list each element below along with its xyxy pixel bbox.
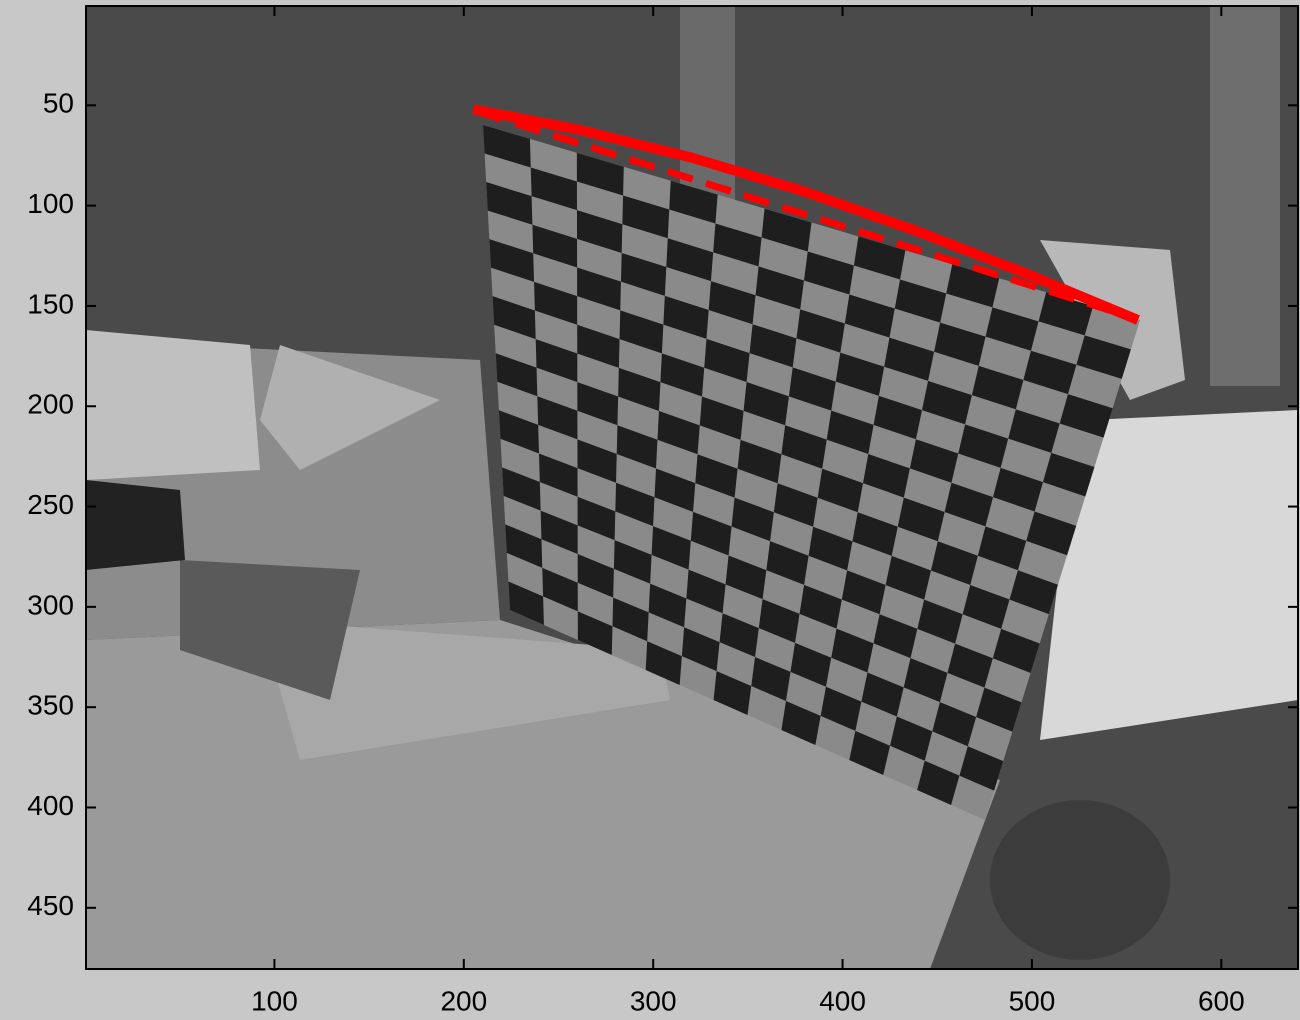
y-tick-label: 200	[27, 389, 74, 420]
x-tick-label: 400	[819, 985, 866, 1016]
chart: 100 200 300 400 500 600 50 100 150 200 250 300 350 40…	[0, 0, 1300, 1020]
page: 100 200 300 400 500 600 50 100 150 200 250 300 350 40…	[0, 0, 1300, 1020]
y-tick-label: 100	[27, 188, 74, 219]
y-tick-label: 50	[43, 88, 74, 119]
x-tick-label: 500	[1009, 985, 1056, 1016]
photo	[86, 6, 1298, 969]
x-tick-label: 300	[630, 985, 677, 1016]
y-tick-label: 300	[27, 589, 74, 620]
y-tick-label: 400	[27, 790, 74, 821]
photo-knee	[990, 800, 1170, 960]
x-tick-label: 600	[1198, 985, 1245, 1016]
y-tick-label: 250	[27, 489, 74, 520]
y-tick-label: 350	[27, 690, 74, 721]
photo-object	[86, 480, 185, 570]
y-tick-label: 450	[27, 890, 74, 921]
x-tick-label: 200	[440, 985, 487, 1016]
y-tick-label: 150	[27, 288, 74, 319]
photo-frame	[1210, 6, 1280, 386]
x-tick-label: 100	[251, 985, 298, 1016]
photo-paper	[86, 330, 260, 480]
